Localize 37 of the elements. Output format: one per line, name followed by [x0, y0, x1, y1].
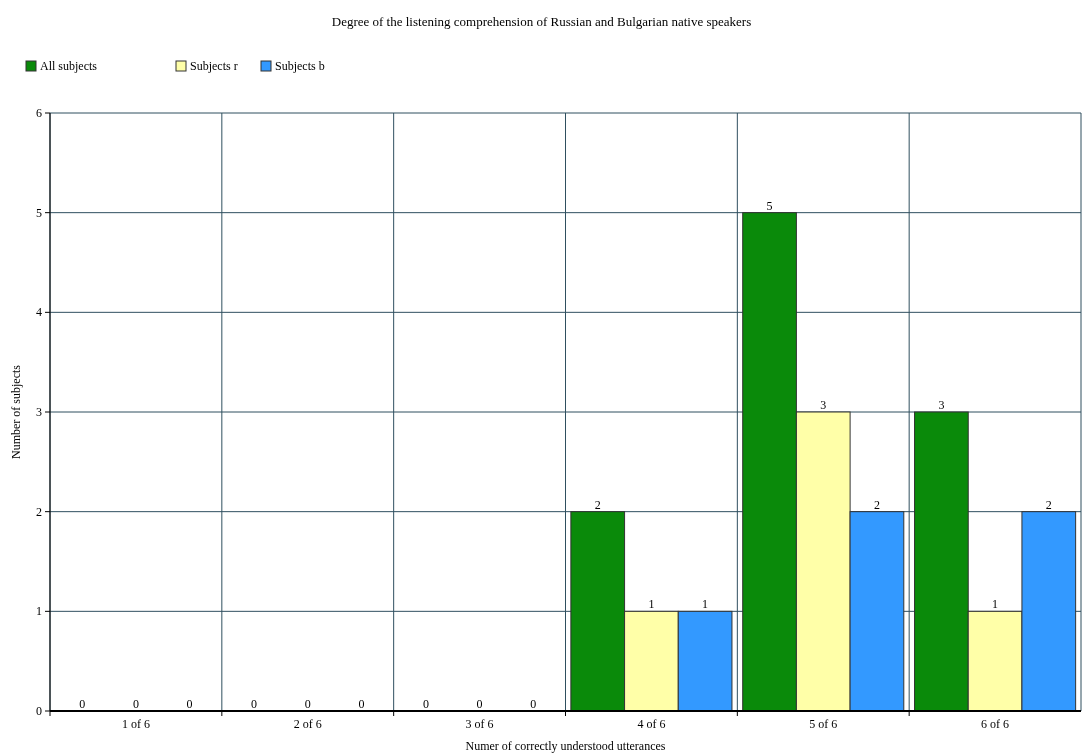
x-tick-label: 4 of 6 [637, 717, 666, 731]
data-label: 0 [79, 697, 86, 711]
x-tick-label: 5 of 6 [809, 717, 838, 731]
y-tick-label: 0 [36, 704, 42, 718]
x-tick-label: 6 of 6 [981, 717, 1010, 731]
y-tick-label: 6 [36, 106, 42, 120]
data-label: 0 [251, 697, 258, 711]
x-tick-label: 1 of 6 [121, 717, 150, 731]
data-label: 3 [938, 398, 945, 412]
data-label: 3 [820, 398, 827, 412]
y-tick-label: 1 [36, 604, 42, 619]
data-label: 1 [992, 597, 999, 612]
y-tick-label: 4 [36, 305, 42, 320]
legend-label: Subjects r [190, 59, 238, 73]
data-label: 5 [766, 198, 773, 213]
data-label: 0 [530, 697, 537, 711]
y-tick-label: 3 [36, 405, 42, 419]
data-label: 0 [304, 697, 311, 711]
x-tick-label: 2 of 6 [293, 717, 322, 731]
data-label: 1 [702, 597, 709, 612]
y-tick-label: 2 [36, 504, 42, 519]
y-axis-title: Number of subjects [9, 364, 23, 459]
chart-title: Degree of the listening comprehension of Russian and Bulgarian native speakers [331, 14, 752, 29]
x-axis-title: Numer of correctly understood utterances [465, 739, 666, 753]
data-label: 2 [594, 497, 601, 512]
data-label: 0 [422, 697, 429, 711]
data-label: 2 [1045, 497, 1052, 512]
data-label: 0 [476, 697, 483, 711]
data-label: 0 [186, 697, 193, 711]
legend-label: Subjects b [275, 59, 325, 73]
legend-label: All subjects [40, 59, 98, 73]
data-label: 2 [873, 497, 880, 512]
data-label: 0 [132, 697, 139, 711]
y-tick-label: 5 [36, 205, 42, 220]
x-tick-label: 3 of 6 [465, 717, 494, 731]
data-label: 1 [648, 597, 655, 612]
data-label: 0 [358, 697, 365, 711]
